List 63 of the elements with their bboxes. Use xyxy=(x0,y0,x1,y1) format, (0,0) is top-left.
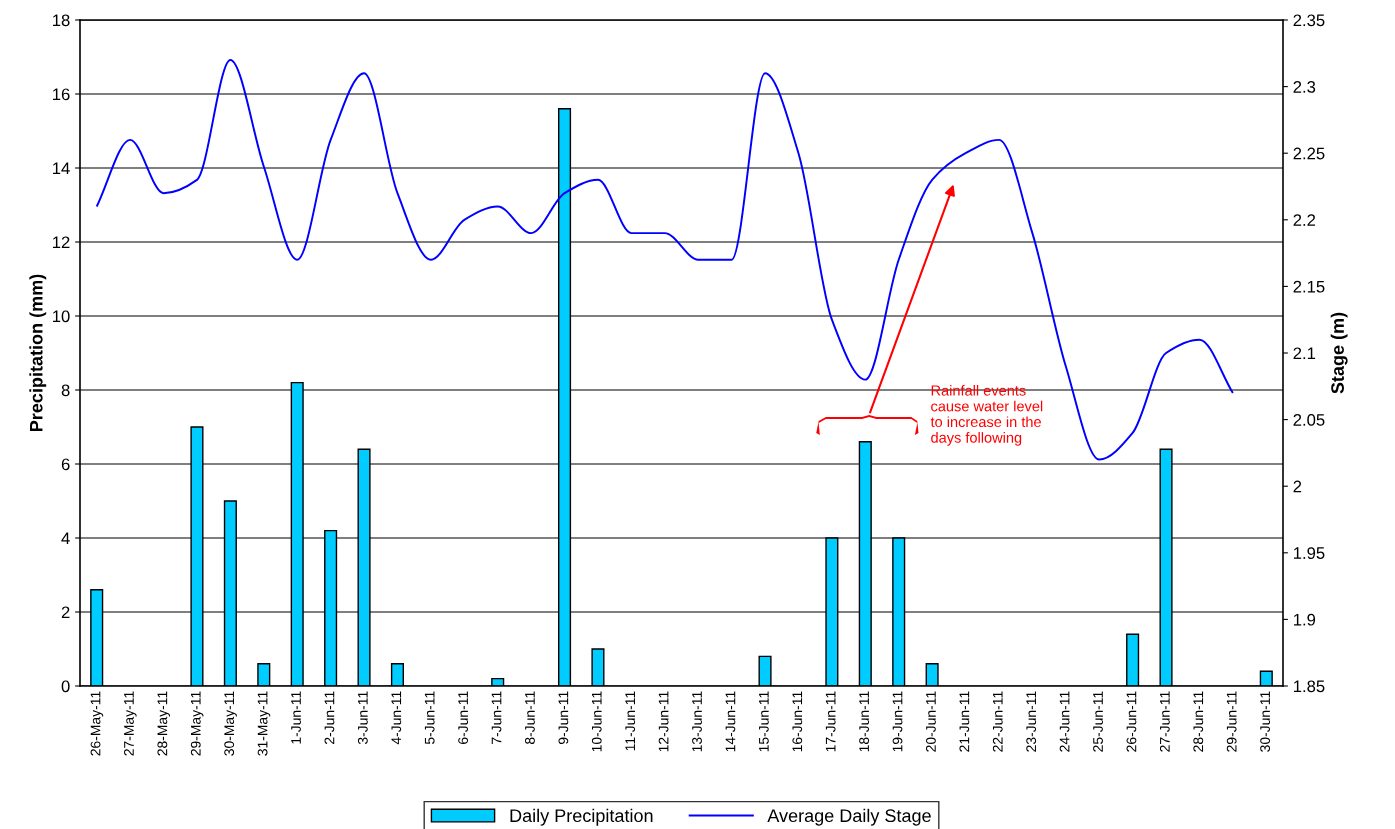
x-tick-label: 9-Jun-11 xyxy=(558,691,569,744)
x-tick-label: 20-Jun-11 xyxy=(926,691,936,752)
x-tick-label: 7-Jun-11 xyxy=(491,691,502,744)
x-tick-label: 30-Jun-11 xyxy=(1260,691,1271,752)
y2-tick-label: 2.2 xyxy=(1293,214,1316,226)
x-tick-label: 22-Jun-11 xyxy=(992,691,1003,752)
y2-tick-label: 2 xyxy=(1293,480,1302,493)
x-tick-label: 3-Jun-11 xyxy=(357,691,368,745)
y2-tick-label: 2.3 xyxy=(1293,81,1316,93)
line-series xyxy=(95,58,1234,461)
x-tick-label: 13-Jun-11 xyxy=(692,691,702,752)
y-tick-label: 2 xyxy=(61,606,70,619)
y2-tick-label: 2.35 xyxy=(1293,14,1325,27)
x-tick-label: 18-Jun-11 xyxy=(859,691,870,752)
x-tick-label: 10-Jun-11 xyxy=(591,691,602,752)
y2-tick-label: 1.85 xyxy=(1293,680,1325,693)
x-tick-label: 11-Jun-11 xyxy=(625,691,636,751)
y-tick-label: 16 xyxy=(53,88,70,101)
x-tick-label: 5-Jun-11 xyxy=(424,691,435,745)
x-tick-label: 30-May-11 xyxy=(224,691,237,756)
x-tick-label: 21-Jun-11 xyxy=(959,691,970,752)
legend-label: Daily Precipitation xyxy=(510,808,653,826)
x-tick-label: 17-Jun-11 xyxy=(825,691,836,752)
x-tick-label: 24-Jun-11 xyxy=(1059,691,1070,752)
y-tick-label: 14 xyxy=(53,162,70,175)
legend-label: Average Daily Stage xyxy=(767,808,931,826)
annotation: Rainfall events cause water level to increase in the days following xyxy=(930,384,1043,446)
x-tick-label: 14-Jun-11 xyxy=(725,691,736,752)
y-tick-label: 0 xyxy=(61,680,70,693)
x-tick-label: 12-Jun-11 xyxy=(658,691,669,752)
y2-tick-label: 2.15 xyxy=(1293,280,1325,293)
y2-axis-title: Stage (m) xyxy=(1330,312,1348,394)
x-tick-label: 31-May-11 xyxy=(257,691,271,756)
y-tick-label: 6 xyxy=(61,458,70,471)
x-tick-label: 1-Jun-11 xyxy=(291,691,301,744)
y-axis-title: Precipitation (mm) xyxy=(29,274,47,432)
y2-tick-label: 2.25 xyxy=(1293,147,1325,160)
x-tick-label: 8-Jun-11 xyxy=(525,691,535,745)
x-tick-label: 25-Jun-11 xyxy=(1093,691,1103,752)
x-tick-label: 27-Jun-11 xyxy=(1159,691,1170,752)
y2-tick-label: 1.9 xyxy=(1293,613,1316,626)
x-tick-label: 26-Jun-11 xyxy=(1126,691,1137,752)
x-tick-label: 16-Jun-11 xyxy=(792,691,803,752)
y2-tick-label: 1.95 xyxy=(1293,547,1325,559)
x-tick-label: 15-Jun-11 xyxy=(759,691,769,752)
y-tick-label: 18 xyxy=(53,14,70,27)
y-tick-label: 12 xyxy=(53,236,70,249)
x-tick-label: 27-May-11 xyxy=(124,691,137,756)
x-tick-label: 6-Jun-11 xyxy=(458,691,469,744)
x-tick-label: 23-Jun-11 xyxy=(1026,691,1037,752)
y2-tick-label: 2.05 xyxy=(1293,414,1325,426)
x-tick-label: 28-May-11 xyxy=(157,691,171,756)
x-tick-label: 29-May-11 xyxy=(190,691,204,756)
x-tick-label: 4-Jun-11 xyxy=(391,691,402,745)
y-tick-label: 10 xyxy=(53,310,70,323)
y2-tick-label: 2.1 xyxy=(1293,347,1316,360)
x-tick-label: 19-Jun-11 xyxy=(892,691,903,752)
x-tick-label: 29-Jun-11 xyxy=(1226,691,1237,752)
y-tick-label: 4 xyxy=(61,532,70,545)
y-tick-label: 8 xyxy=(61,384,70,397)
x-tick-label: 26-May-11 xyxy=(90,691,104,756)
x-tick-label: 28-Jun-11 xyxy=(1193,691,1204,752)
x-tick-label: 2-Jun-11 xyxy=(324,691,335,744)
